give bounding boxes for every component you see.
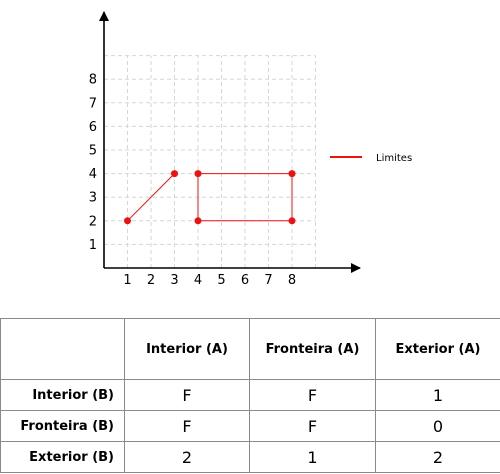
- vertex-point: [171, 170, 178, 178]
- table-row: Interior (B) F F 1: [0, 379, 500, 411]
- y-tick-label: 2: [89, 214, 97, 229]
- x-tick-label: 2: [147, 273, 155, 288]
- vertex-point: [194, 217, 202, 225]
- relationship-matrix: Interior (A) Fronteira (A) Exterior (A) …: [0, 318, 500, 473]
- matrix-cell: 1: [249, 441, 376, 473]
- row-header: Fronteira (B): [0, 410, 125, 442]
- header-row: Interior (A) Fronteira (A) Exterior (A): [0, 318, 500, 380]
- legend-label: Limites: [376, 153, 412, 164]
- legend: Limites: [330, 153, 412, 164]
- grid-lines: [104, 55, 316, 268]
- matrix-cell: 0: [375, 410, 500, 442]
- shapes: [124, 170, 296, 225]
- vertex-point: [194, 170, 202, 178]
- x-tick-label: 4: [194, 273, 202, 288]
- vertex-point: [288, 217, 296, 225]
- column-header: Exterior (A): [375, 318, 500, 380]
- vertex-point: [288, 170, 296, 178]
- corner-cell: [0, 318, 125, 380]
- matrix-cell: F: [249, 410, 376, 442]
- line-a: [127, 173, 175, 222]
- column-header: Fronteira (A): [249, 318, 376, 380]
- x-tick-label: 7: [264, 273, 272, 288]
- y-tick-label: 4: [89, 167, 97, 182]
- x-tick-label: 1: [123, 273, 131, 288]
- y-tick-label: 3: [89, 191, 97, 206]
- matrix-cell: 2: [124, 441, 250, 473]
- matrix-cell: 1: [375, 379, 500, 411]
- row-header: Interior (B): [0, 379, 125, 411]
- vertex-point: [124, 217, 131, 225]
- matrix-cell: 2: [375, 441, 500, 473]
- column-header: Interior (A): [124, 318, 250, 380]
- table-row: Fronteira (B) F F 0: [0, 410, 500, 442]
- table-row: Exterior (B) 2 1 2: [0, 441, 500, 473]
- matrix-cell: F: [124, 410, 250, 442]
- y-tick-labels: 1 2 3 4 5 6 7 8: [89, 73, 97, 253]
- y-tick-label: 5: [89, 144, 97, 159]
- matrix-cell: F: [249, 379, 376, 411]
- y-tick-label: 1: [89, 238, 97, 253]
- y-tick-label: 6: [89, 120, 97, 135]
- row-header: Exterior (B): [0, 441, 125, 473]
- y-tick-label: 8: [89, 73, 97, 88]
- matrix-cell: F: [124, 379, 250, 411]
- x-tick-label: 3: [170, 273, 178, 288]
- x-tick-label: 8: [288, 273, 296, 288]
- x-tick-label: 6: [241, 273, 249, 288]
- x-tick-label: 5: [217, 273, 225, 288]
- y-tick-label: 7: [89, 96, 97, 111]
